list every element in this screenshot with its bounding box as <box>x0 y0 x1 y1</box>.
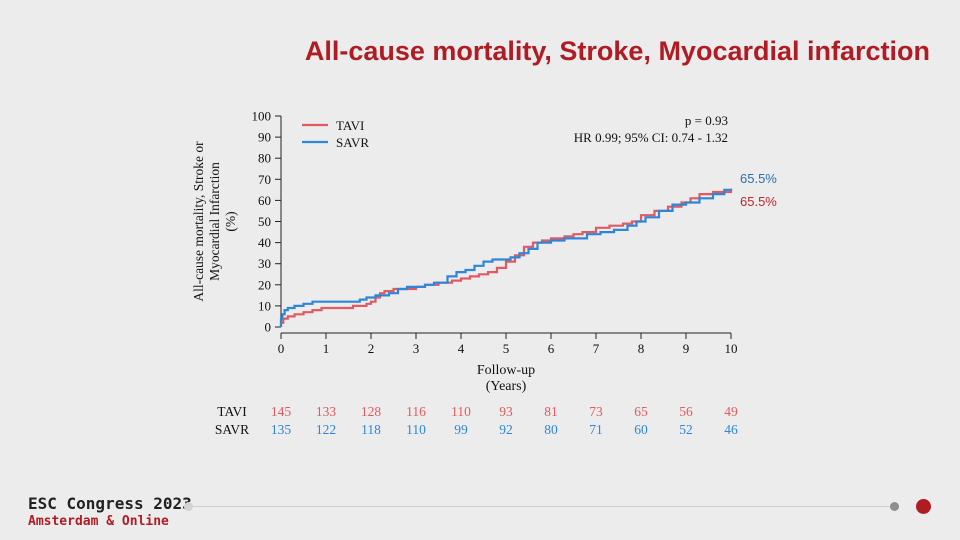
risk-count: 92 <box>499 422 513 437</box>
footer-dot-end <box>916 499 931 514</box>
x-axis-label-line: Follow-up <box>477 363 535 378</box>
risk-count: 93 <box>499 404 513 419</box>
y-axis-label-line: All-cause mortality, Stroke or <box>191 141 206 302</box>
risk-count: 71 <box>589 422 603 437</box>
y-axis-label-line: Myocardial Infarction <box>207 162 222 281</box>
end-label-tavi: 65.5% <box>740 194 777 209</box>
congress-name: ESC Congress 2023 <box>28 494 192 513</box>
congress-logo: ESC Congress 2023 Amsterdam & Online <box>28 495 192 531</box>
risk-count: 60 <box>634 422 648 437</box>
risk-count: 122 <box>316 422 336 437</box>
x-tick-label: 2 <box>368 341 375 356</box>
y-tick-label: 10 <box>258 298 271 313</box>
risk-row-label: SAVR <box>215 422 249 437</box>
y-axis-label-line: (%) <box>223 211 238 231</box>
risk-count: 46 <box>724 422 738 437</box>
x-tick-label: 8 <box>638 341 645 356</box>
chart-legend: TAVI SAVR <box>302 118 369 150</box>
chart-curves <box>279 188 733 327</box>
footer-dot-mid <box>890 502 899 511</box>
footer-divider <box>190 506 894 507</box>
risk-count: 81 <box>544 404 558 419</box>
risk-count: 133 <box>316 404 337 419</box>
x-tick-label: 1 <box>323 341 330 356</box>
x-tick-label: 0 <box>278 341 285 356</box>
y-tick-label: 0 <box>265 320 272 335</box>
x-axis-label-line: (Years) <box>486 379 527 394</box>
risk-count: 99 <box>454 422 468 437</box>
end-labels: 65.5% 65.5% <box>740 171 777 209</box>
stat-annotation: p = 0.93 <box>685 113 728 128</box>
chart-annotations: p = 0.93 HR 0.99; 95% CI: 0.74 - 1.32 <box>574 113 728 145</box>
risk-count: 56 <box>679 404 693 419</box>
series-line-savr <box>279 188 733 327</box>
y-tick-label: 70 <box>258 172 271 187</box>
risk-row-label: TAVI <box>217 404 247 419</box>
risk-table: TAVI 145 133 128 116 110 93 81 73 65 56 49 SAVR 135 12… <box>215 404 738 437</box>
end-label-savr: 65.5% <box>740 171 777 186</box>
x-tick-label: 3 <box>413 341 420 356</box>
y-tick-label: 50 <box>258 214 271 229</box>
footer-dot-start <box>184 502 193 511</box>
risk-count: 73 <box>589 404 603 419</box>
risk-count: 65 <box>634 404 648 419</box>
x-tick-label: 6 <box>548 341 555 356</box>
risk-count: 110 <box>406 422 426 437</box>
risk-count: 135 <box>271 422 292 437</box>
legend-label-tavi: TAVI <box>336 118 364 133</box>
legend-label-savr: SAVR <box>336 135 369 150</box>
risk-count: 116 <box>406 404 426 419</box>
risk-count: 128 <box>361 404 382 419</box>
risk-count: 49 <box>724 404 738 419</box>
x-tick-label: 5 <box>503 341 510 356</box>
x-axis-label: Follow-up(Years) <box>477 363 535 394</box>
x-tick-label: 9 <box>683 341 690 356</box>
risk-count: 52 <box>679 422 693 437</box>
y-tick-label: 30 <box>258 256 271 271</box>
y-tick-label: 80 <box>258 151 271 166</box>
series-line-tavi <box>279 188 733 327</box>
risk-count: 145 <box>271 404 292 419</box>
risk-count: 80 <box>544 422 558 437</box>
stat-annotation: HR 0.99; 95% CI: 0.74 - 1.32 <box>574 130 728 145</box>
x-tick-label: 10 <box>725 341 738 356</box>
y-tick-label: 40 <box>258 235 271 250</box>
x-tick-label: 7 <box>593 341 600 356</box>
risk-count: 110 <box>451 404 471 419</box>
x-tick-label: 4 <box>458 341 465 356</box>
y-axis-label: All-cause mortality, Stroke or Myocardial… <box>191 141 238 302</box>
risk-count: 118 <box>361 422 381 437</box>
slide-title: All-cause mortality, Stroke, Myocardial … <box>304 36 930 66</box>
chart-axes: 0 10 20 30 40 50 60 70 80 90 100 0 1 2 3 4 5 6 7 8 9 10 <box>252 109 738 357</box>
congress-location: Amsterdam & Online <box>28 514 169 529</box>
y-tick-label: 90 <box>258 130 271 145</box>
y-tick-label: 20 <box>258 277 271 292</box>
y-tick-label: 100 <box>252 109 272 124</box>
y-tick-label: 60 <box>258 193 271 208</box>
